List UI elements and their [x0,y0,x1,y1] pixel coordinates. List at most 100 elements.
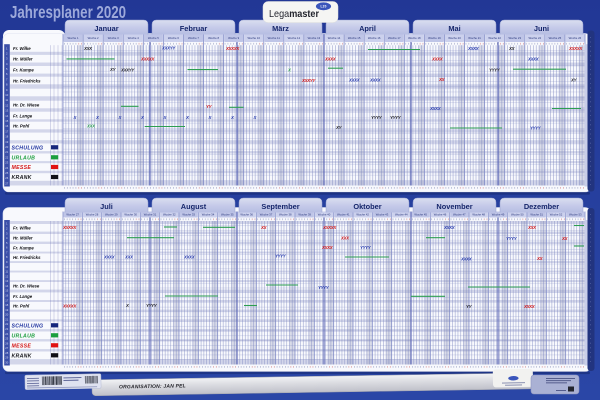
svg-text:Woche 46: Woche 46 [434,213,447,217]
svg-text:Woche 43: Woche 43 [376,213,389,217]
svg-text:4: 4 [6,62,8,66]
svg-text:XX: XX [536,256,544,261]
svg-text:XX: XX [508,46,516,51]
svg-text:25: 25 [5,337,8,341]
svg-text:Woche 33: Woche 33 [182,213,195,217]
svg-text:YYYY: YYYY [146,303,158,308]
svg-text:YYYY: YYYY [489,68,501,73]
svg-text:Woche 53: Woche 53 [569,213,582,217]
svg-text:18: 18 [5,135,8,139]
svg-text:Woche 4: Woche 4 [128,36,139,40]
svg-text:Woche 25: Woche 25 [549,36,562,40]
svg-text:April: April [359,24,376,33]
svg-text:10: 10 [5,265,8,269]
svg-text:XXXXX: XXXXX [568,46,583,51]
svg-text:Woche 6: Woche 6 [168,36,179,40]
svg-text:XY: XY [570,77,578,82]
svg-text:3: 3 [6,57,8,61]
svg-text:26: 26 [5,341,8,345]
svg-text:6: 6 [6,72,8,76]
svg-text:25: 25 [5,171,8,175]
svg-text:27: 27 [5,346,8,350]
svg-text:XXX: XXX [86,123,96,128]
svg-text:Woche 24: Woche 24 [529,36,542,40]
svg-text:Woche 42: Woche 42 [356,213,369,217]
svg-text:XXXX: XXXX [527,56,540,61]
svg-text:XXXXX: XXXXX [225,46,240,51]
svg-text:19: 19 [5,308,8,312]
svg-text:27: 27 [5,181,8,185]
svg-text:20: 20 [5,145,8,149]
svg-text:X: X [185,115,190,120]
svg-text:YYYY: YYYY [371,115,383,120]
svg-text:X: X [95,115,100,120]
svg-text:XXXX: XXXX [324,56,337,61]
svg-text:Woche 47: Woche 47 [453,213,466,217]
svg-text:Juli: Juli [100,202,113,211]
svg-text:21: 21 [5,150,8,154]
svg-text:6: 6 [6,246,8,250]
svg-text:Dezember: Dezember [524,202,559,211]
svg-text:26: 26 [5,176,8,180]
svg-text:17: 17 [5,129,8,133]
svg-text:Woche 12: Woche 12 [288,36,301,40]
svg-text:7: 7 [6,77,8,81]
svg-text:24: 24 [5,332,8,336]
svg-text:Woche 19: Woche 19 [428,36,441,40]
svg-text:18: 18 [5,303,8,307]
svg-text:Woche 48: Woche 48 [472,213,485,217]
svg-text:30: 30 [5,360,8,364]
svg-text:Hr. Müller: Hr. Müller [13,57,33,62]
svg-text:XXX: XXX [124,254,134,259]
svg-text:Hr. Friedricks: Hr. Friedricks [13,255,41,260]
svg-text:XXXX: XXXX [467,46,480,51]
svg-text:YY: YY [466,304,473,309]
svg-text:24: 24 [5,166,8,170]
svg-text:YYYY: YYYY [318,285,330,290]
svg-text:März: März [272,24,289,33]
svg-text:XXXXX: XXXXX [140,56,155,61]
svg-text:YY: YY [206,104,213,109]
svg-text:Woche 29: Woche 29 [105,213,118,217]
svg-text:Woche 20: Woche 20 [448,36,461,40]
svg-text:XXXX: XXXX [103,254,116,259]
svg-text:12: 12 [5,274,8,278]
svg-text:22: 22 [5,322,8,326]
svg-text:Woche 10: Woche 10 [247,36,260,40]
svg-text:9: 9 [6,88,8,92]
svg-text:YYYY: YYYY [506,236,518,241]
svg-text:Hr. Pohl: Hr. Pohl [13,304,30,309]
svg-text:XXXX: XXXX [460,257,473,262]
svg-text:Januar: Januar [94,24,118,33]
svg-text:16: 16 [5,293,8,297]
svg-text:September: September [261,202,299,211]
svg-text:Woche 18: Woche 18 [408,36,421,40]
svg-text:10: 10 [5,93,8,97]
svg-text:November: November [436,202,472,211]
svg-text:XXXX: XXXX [348,77,361,82]
svg-text:17: 17 [5,298,8,302]
svg-text:Woche 7: Woche 7 [188,36,199,40]
svg-text:20: 20 [5,313,8,317]
svg-text:XY: XY [335,125,343,130]
svg-text:2: 2 [6,227,8,231]
svg-text:Woche 3: Woche 3 [108,36,119,40]
svg-text:XXXX: XXXX [321,245,334,250]
svg-text:Woche 22: Woche 22 [488,36,501,40]
svg-text:XXXX: XXXX [429,106,442,111]
svg-text:Juni: Juni [534,24,549,33]
svg-text:X: X [253,115,258,120]
svg-text:X: X [208,115,213,120]
svg-text:8: 8 [6,255,8,259]
svg-text:Woche 23: Woche 23 [508,36,521,40]
svg-text:Hr. Müller: Hr. Müller [13,236,33,241]
svg-text:1: 1 [6,46,8,50]
svg-text:Woche 27: Woche 27 [66,213,79,217]
svg-text:14: 14 [5,284,8,288]
svg-text:Woche 49: Woche 49 [492,213,505,217]
svg-text:Fr. Kampe: Fr. Kampe [13,246,34,251]
svg-text:Woche 21: Woche 21 [468,36,481,40]
svg-text:XXXX: XXXX [443,225,456,230]
svg-text:23: 23 [5,161,8,165]
svg-text:KRANK: KRANK [12,353,33,359]
